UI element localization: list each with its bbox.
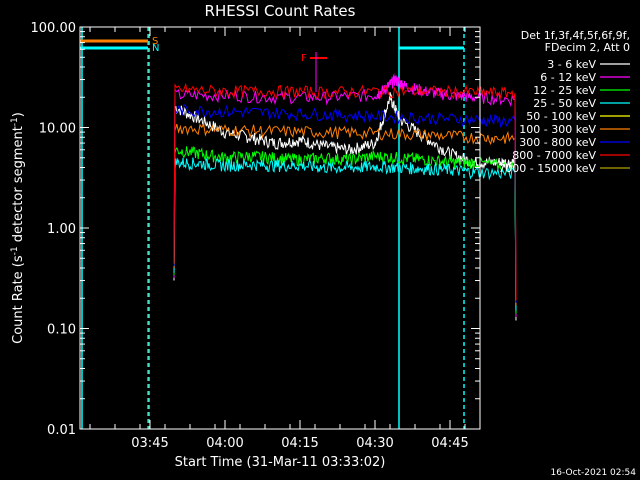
legend-entry-label: 7000 - 15000 keV: [498, 162, 596, 175]
y-tick-label: 0.01: [47, 423, 76, 438]
chart-title: RHESSI Count Rates: [205, 2, 356, 20]
y-tick-label: 0.10: [47, 323, 76, 338]
marker-label-f: F: [301, 53, 307, 64]
series-line: [173, 82, 517, 301]
x-tick-label: 04:45: [431, 436, 468, 451]
footer-timestamp: 16-Oct-2021 02:54: [551, 468, 637, 478]
legend-entry-label: 6 - 12 keV: [540, 71, 596, 84]
x-tick-label: 04:30: [356, 436, 393, 451]
y-tick-label: 1.00: [47, 222, 76, 237]
legend: Det 1f,3f,4f,5f,6f,9f, FDecim 2, Att 0 3…: [498, 29, 630, 175]
x-tick-label: 03:45: [131, 436, 168, 451]
legend-entry-label: 25 - 50 keV: [533, 97, 596, 110]
legend-entry-label: 3 - 6 keV: [547, 58, 596, 71]
x-tick-label: 04:15: [281, 436, 318, 451]
legend-header-line-1: Det 1f,3f,4f,5f,6f,9f,: [521, 29, 630, 42]
y-tick-label: 10.00: [39, 122, 76, 137]
series-line: [173, 92, 517, 321]
marker-label-n: N: [152, 43, 159, 54]
legend-header-line-2: FDecim 2, Att 0: [545, 41, 630, 54]
series-line: [173, 104, 517, 303]
legend-entry-label: 800 - 7000 keV: [512, 149, 596, 162]
y-tick-label: 100.00: [31, 21, 77, 36]
legend-entry-label: 12 - 25 keV: [533, 84, 596, 97]
legend-entry-label: 100 - 300 keV: [519, 123, 596, 136]
x-axis-label: Start Time (31-Mar-11 03:33:02): [175, 455, 386, 470]
series-line: [173, 122, 517, 306]
series-line: [173, 157, 517, 311]
legend-entry-label: 300 - 800 keV: [519, 136, 596, 149]
marker-label-s: S: [152, 36, 158, 47]
x-tick-label: 04:00: [206, 436, 243, 451]
y-axis-label: Count Rate (s-1 detector segment-1): [10, 112, 26, 344]
legend-entry-label: 50 - 100 keV: [526, 110, 596, 123]
